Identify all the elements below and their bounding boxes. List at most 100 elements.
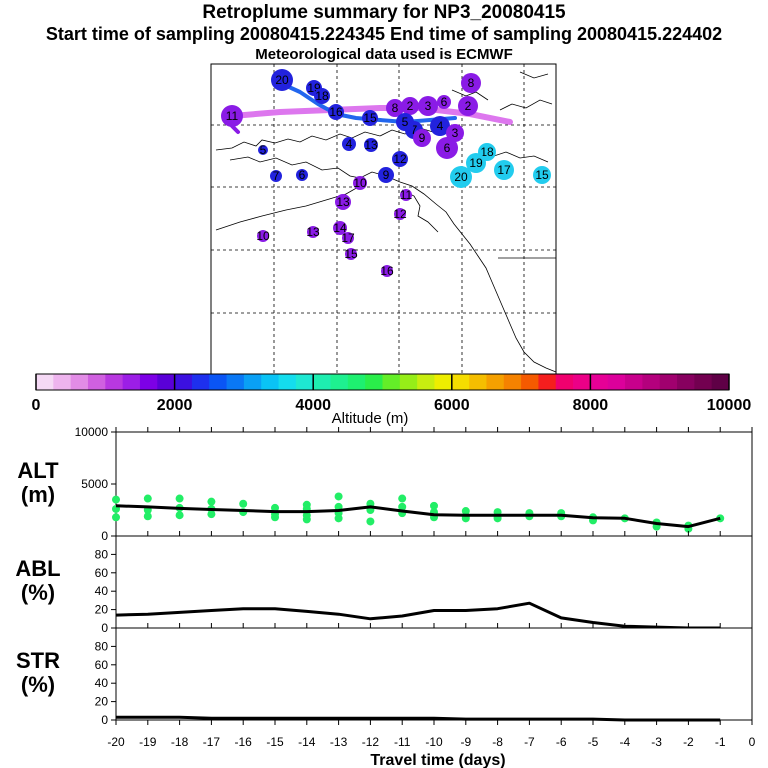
plume-point: 8 (461, 73, 481, 93)
plume-point-label: 10 (256, 229, 270, 243)
y-tick-label: 0 (101, 713, 108, 727)
plume-point-marker (342, 137, 356, 151)
x-tick-label: -10 (425, 735, 443, 749)
colorbar-cell (469, 374, 487, 390)
plume-point-label: 12 (393, 207, 407, 221)
plume-point-label: 17 (341, 231, 355, 245)
plume-point-label: 9 (383, 168, 390, 182)
plume-point-label: 6 (299, 168, 306, 182)
plume-point-marker (436, 137, 458, 159)
plume-point: 15 (533, 166, 551, 184)
colorbar-cell (157, 374, 176, 390)
x-tick-label: -7 (524, 735, 535, 749)
colorbar-tick-label: 10000 (707, 397, 752, 414)
plume-point-label: 4 (346, 137, 353, 151)
plume-point: 2 (458, 96, 478, 116)
plume-point-label: 16 (329, 105, 343, 119)
plume-point-marker (364, 138, 378, 152)
plume-point-label: 20 (275, 73, 289, 87)
colorbar-cell (365, 374, 383, 390)
colorbar-cell (139, 374, 158, 390)
colorbar-cell (105, 374, 124, 390)
plume-point-marker (271, 69, 293, 91)
colorbar-cell (209, 374, 228, 390)
x-tick-label: -5 (588, 735, 599, 749)
altitude-scatter-point (334, 492, 343, 501)
colorbar-cell (191, 374, 210, 390)
colorbar-cell (87, 374, 106, 390)
altitude-scatter-point (112, 513, 120, 522)
plume-point: 5 (258, 143, 268, 157)
plume-point: 3 (446, 124, 464, 142)
plume-point: 11 (400, 188, 413, 202)
colorbar-cell (694, 374, 713, 390)
y-tick-label: 10000 (75, 425, 109, 439)
plume-point-marker (257, 230, 269, 242)
y-tick-label: 40 (95, 676, 109, 690)
plume-point: 8 (386, 99, 404, 117)
series-line (115, 504, 721, 529)
colorbar-tick-label: 8000 (573, 397, 609, 414)
panel-ylabel: ALT(m) (17, 458, 59, 507)
y-tick-label: 0 (101, 529, 108, 543)
plume-point-label: 8 (468, 76, 475, 90)
plume-point-marker (413, 129, 431, 147)
plume-point: 4 (430, 116, 450, 136)
plume-point-label: 15 (363, 111, 377, 125)
plume-point: 17 (494, 160, 514, 180)
plume-point-marker (418, 96, 438, 116)
altitude-scatter-point (207, 497, 216, 506)
y-tick-label: 60 (95, 658, 109, 672)
plume-point-marker (296, 169, 308, 181)
plume-point-label: 13 (364, 138, 378, 152)
colorbar-tick-label: 4000 (295, 397, 331, 414)
series-line (115, 601, 721, 630)
plume-point-label: 19 (469, 156, 483, 170)
plume-point-marker (335, 194, 351, 210)
plume-point: 11 (221, 105, 243, 127)
altitude-scatter-point (271, 513, 279, 522)
plume-point-label: 6 (441, 95, 448, 109)
altitude-scatter-point (175, 494, 184, 503)
plume-point-marker (378, 167, 394, 183)
plume-point-label: 15 (344, 247, 358, 261)
plume-point: 4 (342, 137, 356, 151)
plume-point-label: 5 (260, 143, 267, 157)
plume-point-marker (396, 113, 414, 131)
colorbar-cell (521, 374, 539, 390)
plume-point: 5 (396, 113, 414, 131)
plume-point: 9 (413, 129, 431, 147)
panel-abl: ABL(%) 80 60 40 20 0 (15, 531, 753, 635)
x-tick-label: -9 (460, 735, 471, 749)
plume-point-label: 3 (425, 99, 432, 113)
x-tick-label: -3 (651, 735, 662, 749)
x-tick-label: -8 (492, 735, 503, 749)
plume-point-marker (353, 176, 367, 190)
central-plume-track (276, 80, 457, 124)
plume-point: 6 (296, 168, 308, 182)
x-tick-label: -6 (556, 735, 567, 749)
plume-point-label: 18 (315, 89, 329, 103)
plume-point-label: 8 (392, 101, 399, 115)
plume-point-marker (437, 95, 451, 109)
plume-point-label: 14 (333, 221, 347, 235)
x-tick-label: -2 (683, 735, 694, 749)
colorbar-cell (382, 374, 401, 390)
plume-point: 12 (392, 151, 408, 167)
plume-point: 20 (450, 166, 472, 188)
plume-point: 12 (393, 207, 407, 221)
time-series-panels: ALT(m)1000050000ABL(%)806040200STR(%)806… (15, 425, 755, 768)
plume-point-label: 12 (393, 152, 407, 166)
plume-point-marker (392, 151, 408, 167)
plume-point: 6 (437, 95, 451, 109)
chart-title: Retroplume summary for NP3_20080415 (202, 2, 566, 23)
plume-point-label: 4 (437, 119, 444, 133)
plume-point: 20 (271, 69, 293, 91)
altitude-scatter-point (143, 512, 152, 521)
colorbar-cell (711, 374, 730, 390)
plume-point-label: 16 (380, 264, 394, 278)
plume-point: 10 (256, 229, 270, 243)
plume-point-marker (345, 248, 357, 260)
plume-point-marker (466, 153, 486, 173)
